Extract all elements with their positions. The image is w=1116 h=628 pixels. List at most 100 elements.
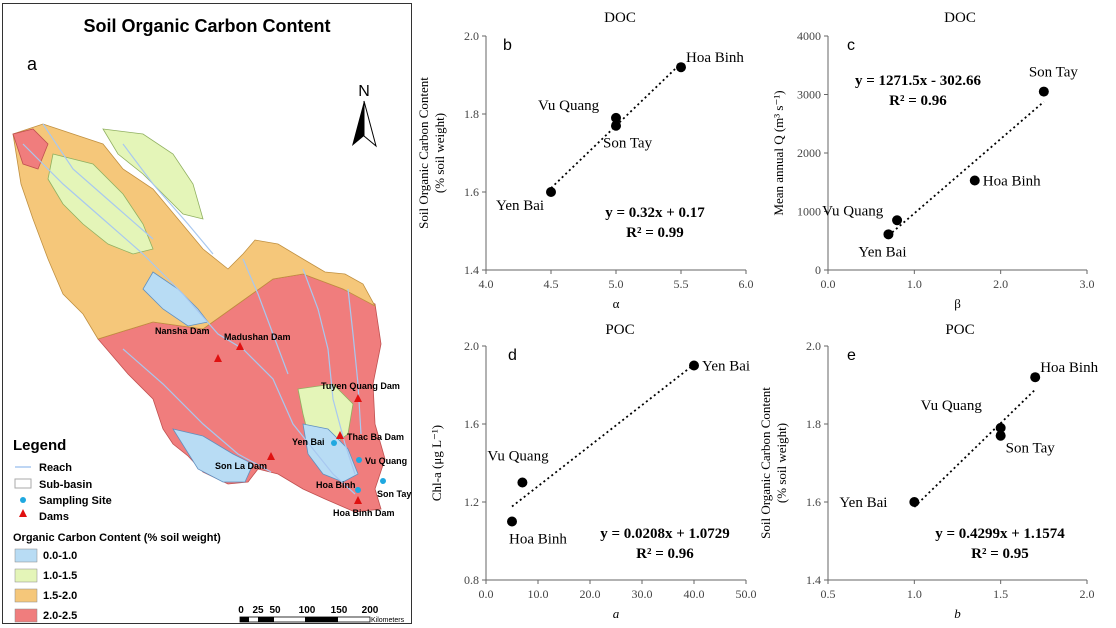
legend-label: Reach xyxy=(39,462,72,474)
x-tick-label: 3.0 xyxy=(1080,277,1095,291)
y-tick-label: 1.4 xyxy=(464,263,479,277)
dam-label: Son La Dam xyxy=(215,461,267,471)
data-point-label: Son Tay xyxy=(603,136,653,152)
r2-label: R² = 0.96 xyxy=(889,93,947,109)
legend-label: Sampling Site xyxy=(39,495,112,507)
class-swatch xyxy=(14,568,38,583)
data-point xyxy=(883,229,894,240)
y-tick-label: 1.6 xyxy=(464,417,479,431)
site-label: Vu Quang xyxy=(365,456,407,466)
data-point xyxy=(611,120,621,131)
scale-tick: 200 xyxy=(362,605,379,616)
data-point-label: Hoa Binh xyxy=(509,532,567,548)
site-marker xyxy=(355,487,361,493)
x-tick-label: 0.0 xyxy=(821,277,836,291)
y-tick-label: 2.0 xyxy=(806,339,821,353)
x-tick-label: 0.0 xyxy=(479,587,494,601)
r2-label: R² = 0.99 xyxy=(626,225,684,241)
data-point-label: Son Tay xyxy=(1006,441,1056,457)
basin-region-low-3 xyxy=(302,423,359,483)
r2-label: R² = 0.96 xyxy=(636,546,694,562)
y-tick-label: 2.0 xyxy=(464,339,479,353)
data-point xyxy=(611,112,621,123)
site-label: Son Tay xyxy=(377,489,411,499)
y-axis-label-line2: (% soil weight) xyxy=(774,423,789,503)
trendline xyxy=(913,388,1036,508)
class-label: 2.0-2.5 xyxy=(43,610,77,622)
y-tick-label: 2.0 xyxy=(464,29,479,43)
data-point-label: Vu Quang xyxy=(921,398,983,414)
legend-labels: Reach Sub-basin Sampling Site Dams xyxy=(39,462,112,523)
data-point xyxy=(517,477,528,488)
data-point-label: Son Tay xyxy=(1029,65,1079,81)
class-label: 1.0-1.5 xyxy=(43,570,77,582)
panel-letter: e xyxy=(847,347,856,364)
sub-basin-legend-icon xyxy=(14,478,32,489)
equation-label: y = 1271.5x - 302.66 xyxy=(855,73,982,89)
x-tick-label: 0.5 xyxy=(821,587,836,601)
dam-label: Madushan Dam xyxy=(224,332,291,342)
y-tick-label: 1.6 xyxy=(806,495,821,509)
class-label: 1.5-2.0 xyxy=(43,590,77,602)
chart-title: DOC xyxy=(604,10,636,26)
equation-label: y = 0.32x + 0.17 xyxy=(605,205,705,221)
dam-labels: Nansha Dam Madushan Dam Tuyen Quang Dam … xyxy=(155,326,404,518)
data-point-label: Vu Quang xyxy=(822,203,884,219)
river-network xyxy=(22,123,362,495)
y-tick-label: 1.8 xyxy=(806,417,821,431)
y-tick-label: 4000 xyxy=(797,29,821,43)
data-point xyxy=(969,175,980,186)
map-title: Soil Organic Carbon Content xyxy=(83,16,331,36)
basin-region-red-nw xyxy=(12,128,49,170)
x-tick-label: 30.0 xyxy=(632,587,653,601)
legend-symbols xyxy=(14,466,32,517)
x-tick-label: 4.0 xyxy=(479,277,494,291)
dam-legend-icon xyxy=(19,509,27,517)
x-tick-label: 1.5 xyxy=(993,587,1008,601)
legend-label: Sub-basin xyxy=(39,479,92,491)
basin-region-low-2 xyxy=(172,428,254,483)
north-label: N xyxy=(358,83,370,100)
scale-tick: 50 xyxy=(269,605,281,616)
chart-title: POC xyxy=(945,322,974,338)
scale-unit: Kilometers xyxy=(371,617,405,624)
dam-marker xyxy=(354,496,362,504)
data-point-label: Yen Bai xyxy=(496,198,544,214)
x-axis-label: α xyxy=(613,296,620,311)
y-axis-label-line2: (% soil weight) xyxy=(432,113,447,193)
data-point-label: Vu Quang xyxy=(538,98,600,114)
y-axis-label: Mean annual Q (m³ s⁻¹) xyxy=(771,90,786,215)
dam-label: Nansha Dam xyxy=(155,326,210,336)
class-label: 0.0-1.0 xyxy=(43,550,77,562)
class-legend: 0.0-1.0 1.0-1.5 1.5-2.0 2.0-2.5 xyxy=(14,548,77,623)
data-point xyxy=(1030,372,1041,383)
y-tick-label: 3000 xyxy=(797,88,821,102)
x-tick-label: 40.0 xyxy=(684,587,705,601)
x-tick-label: 5.5 xyxy=(674,277,689,291)
x-tick-label: 1.0 xyxy=(907,587,922,601)
site-marker xyxy=(380,478,386,484)
data-point xyxy=(689,360,699,371)
dam-marker xyxy=(236,342,244,350)
data-point xyxy=(546,187,556,197)
equation-label: y = 0.4299x + 1.1574 xyxy=(935,526,1065,542)
data-point-label: Hoa Binh xyxy=(686,50,744,66)
data-point xyxy=(507,516,517,527)
equation-label: y = 0.0208x + 1.0729 xyxy=(600,526,730,542)
x-tick-label: 6.0 xyxy=(739,277,754,291)
data-point xyxy=(676,62,686,73)
y-axis-label: Soil Organic Carbon Content xyxy=(416,77,431,229)
dam-markers xyxy=(214,342,362,504)
dam-label: Tuyen Quang Dam xyxy=(321,381,400,391)
scale-tick: 100 xyxy=(299,605,316,616)
site-marker xyxy=(331,440,337,446)
y-tick-label: 0 xyxy=(815,263,821,277)
r2-label: R² = 0.95 xyxy=(971,546,1029,562)
legend-label: Dams xyxy=(39,511,69,523)
data-point-label: Yen Bai xyxy=(839,495,887,511)
dam-marker xyxy=(214,354,222,362)
data-point xyxy=(995,422,1006,433)
trendline xyxy=(511,363,695,508)
site-labels: Yen Bai Vu Quang Hoa Binh Son Tay xyxy=(292,437,411,499)
scale-ticks: 0 25 50 100 150 200 xyxy=(238,605,379,616)
